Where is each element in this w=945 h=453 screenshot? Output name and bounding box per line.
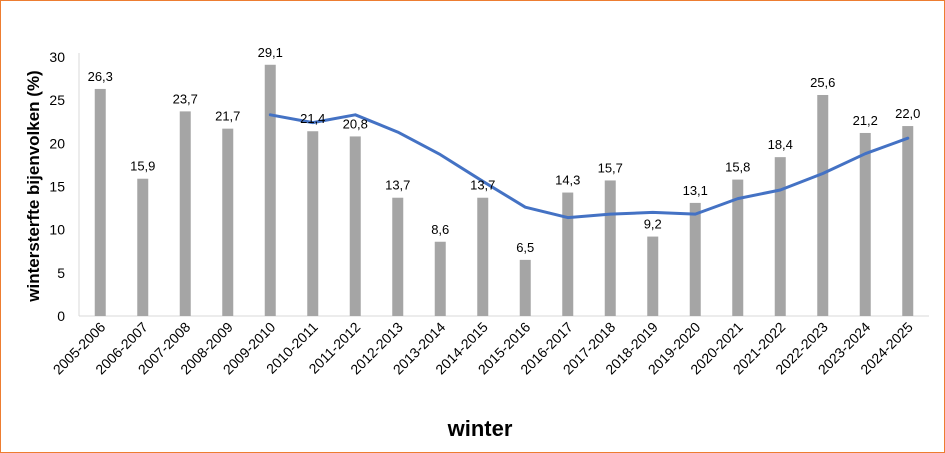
data-label-2009-2010: 29,1 [258,45,283,60]
bars [94,64,914,317]
data-label-2024-2025: 22,0 [895,106,920,121]
bar-2007-2008 [179,111,191,316]
bar-2020-2021 [732,179,744,316]
data-label-2015-2016: 6,5 [516,240,534,255]
x-tick-labels: 2005-20062006-20072007-20082008-20092009… [50,319,916,378]
bar-2009-2010 [264,64,276,316]
data-label-2021-2022: 18,4 [768,137,793,152]
y-tick-labels: 0 5 10 15 20 25 30 [49,49,65,324]
bar-2005-2006 [94,88,106,317]
bar-2010-2011 [307,131,319,316]
y-tick-label: 30 [49,49,65,65]
y-tick-label: 25 [49,92,65,108]
data-label-2017-2018: 15,7 [598,160,623,175]
data-label-2022-2023: 25,6 [810,75,835,90]
data-label-2006-2007: 15,9 [130,159,155,174]
data-label-2007-2008: 23,7 [173,91,198,106]
data-labels: 26,3 15,9 23,7 21,7 29,1 21,4 20,8 13,7 8,6 13,7 6… [88,45,921,255]
bar-2014-2015 [477,197,489,316]
bar-2018-2019 [647,236,659,316]
bar-2012-2013 [392,197,404,316]
bar-2008-2009 [222,128,234,316]
bar-2006-2007 [137,178,149,316]
y-tick-label: 20 [49,135,65,151]
trend-line-group [268,113,910,220]
data-label-2012-2013: 13,7 [385,178,410,193]
trend-line [268,113,910,220]
y-tick-label: 10 [49,222,65,238]
y-tick-label: 0 [57,308,65,324]
axes [78,53,929,317]
bar-2023-2024 [859,132,871,316]
bar-2016-2017 [562,192,574,316]
data-label-2023-2024: 21,2 [853,113,878,128]
data-label-2019-2020: 13,1 [683,183,708,198]
y-tick-label: 5 [57,265,65,281]
bar-2022-2023 [817,94,829,316]
data-label-2008-2009: 21,7 [215,109,240,124]
bar-2021-2022 [774,157,786,316]
data-label-2011-2012: 20,8 [343,116,368,131]
data-label-2016-2017: 14,3 [555,173,580,188]
bar-2013-2014 [434,241,446,316]
x-axis-title: winter [447,416,513,441]
bar-2017-2018 [604,180,616,316]
data-label-2014-2015: 13,7 [470,178,495,193]
y-tick-label: 15 [49,179,65,195]
bar-2024-2025 [902,126,914,316]
y-axis-title: wintersterfte bijenvolken (%) [24,70,43,302]
data-label-2013-2014: 8,6 [431,222,449,237]
bar-2011-2012 [349,136,361,316]
data-label-2010-2011: 21,4 [300,111,325,126]
data-label-2018-2019: 9,2 [644,217,662,232]
bar-2019-2020 [689,202,701,316]
bar-2015-2016 [519,259,531,316]
data-label-2005-2006: 26,3 [88,69,113,84]
data-label-2020-2021: 15,8 [725,160,750,175]
